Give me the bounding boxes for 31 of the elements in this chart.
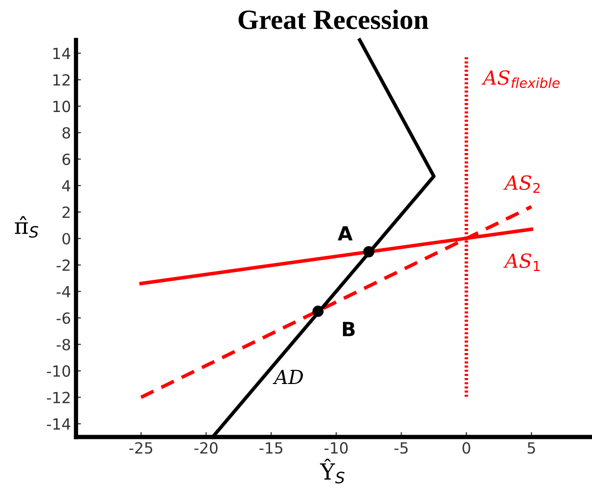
y-tick-label: 2 (62, 206, 70, 218)
y-tick-label: 10 (53, 100, 70, 112)
x-tick-label: -20 (194, 442, 218, 454)
y-tick-label: -10 (46, 365, 70, 377)
x-tick-label: 0 (462, 442, 470, 454)
y-tick-label: -14 (46, 418, 70, 430)
annotation: B (342, 322, 355, 336)
y-tick-label: 4 (62, 180, 70, 192)
y-tick-label: 12 (53, 74, 70, 86)
series-label: AS$_{2}$ (503, 175, 540, 193)
x-tick-label: -15 (259, 442, 282, 454)
y-tick-label: 8 (62, 127, 70, 139)
x-tick-label: -25 (129, 442, 152, 454)
y-tick-label: 0 (62, 232, 70, 245)
series-label: AD (272, 370, 303, 384)
y-axis-title: π̂$_{S}$ (14, 216, 38, 238)
y-tick-label: -8 (56, 338, 70, 350)
series-label: AS$_{1}$ (503, 253, 540, 271)
x-tick-label: 5 (528, 442, 535, 454)
annotation: A (338, 226, 353, 240)
y-tick-label: -4 (56, 286, 70, 298)
y-tick-label: 6 (62, 154, 70, 166)
y-tick-label: -2 (56, 259, 70, 271)
x-tick-label: -10 (324, 442, 348, 454)
y-tick-label: 14 (53, 48, 70, 60)
series-label: AS$_{flexible}$ (482, 70, 560, 88)
y-tick-label: -12 (46, 392, 70, 404)
x-tick-label: -5 (394, 442, 408, 454)
x-axis-title: Ŷ$_{S}$ (320, 458, 344, 484)
chart-title: Great Recession (238, 10, 428, 30)
y-tick-label: -6 (56, 312, 70, 324)
